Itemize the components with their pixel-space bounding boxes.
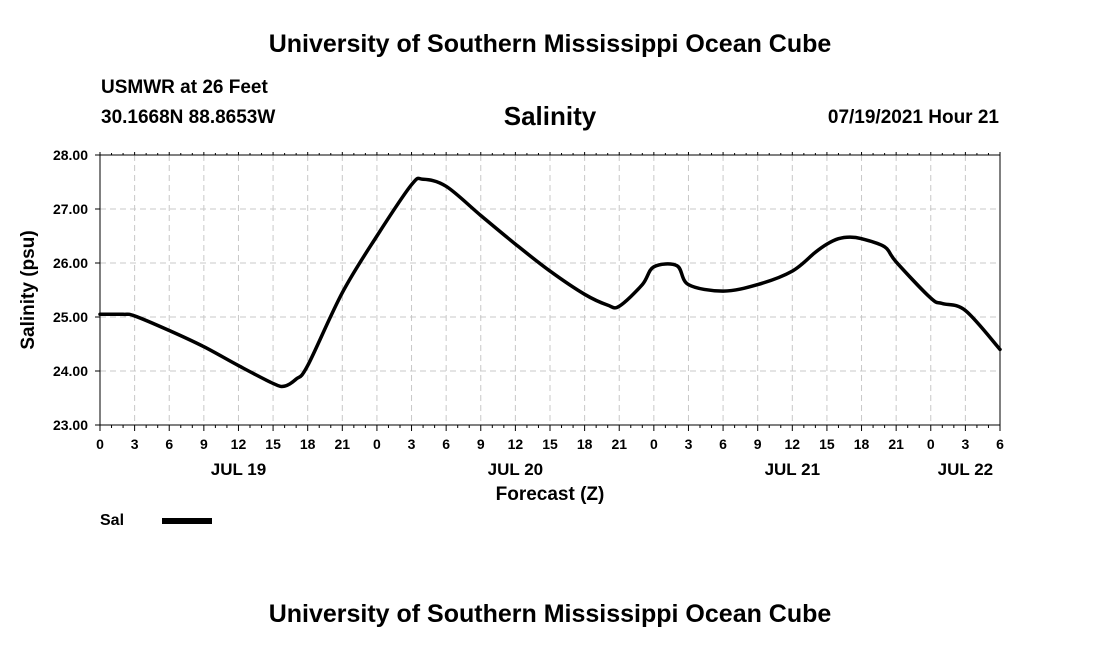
series-layer — [98, 176, 1002, 389]
x-tick-label: 9 — [477, 436, 485, 452]
day-labels: JUL 19 JUL 20 JUL 21 JUL 22 — [211, 460, 993, 479]
legend-label: Sal — [100, 512, 124, 529]
x-tick-label: 3 — [961, 436, 969, 452]
day-label: JUL 19 — [211, 460, 266, 479]
x-tick-label: 15 — [819, 436, 835, 452]
footer-title: University of Southern Mississippi Ocean… — [268, 600, 832, 628]
x-tick-labels: 0 3 6 9 12 15 18 21 0 3 6 9 12 15 18 21 0 3 6 9 12 15 18 21 0 3 6 — [96, 436, 1004, 452]
x-tick-label: 0 — [927, 436, 935, 452]
legend: Sal — [100, 512, 212, 529]
day-label: JUL 20 — [488, 460, 543, 479]
series-line-sal — [98, 176, 1002, 389]
x-tick-label: 6 — [996, 436, 1004, 452]
x-tick-label: 3 — [131, 436, 139, 452]
y-tick-label: 24.00 — [53, 363, 88, 379]
x-tick-label: 12 — [785, 436, 801, 452]
forecast-datetime: 07/19/2021 Hour 21 — [827, 107, 999, 128]
x-tick-label: 18 — [300, 436, 316, 452]
y-tick-label: 27.00 — [53, 201, 88, 217]
variable-title: Salinity — [503, 101, 597, 131]
y-axis-label: Salinity (psu) — [18, 230, 39, 349]
x-tick-label: 3 — [408, 436, 416, 452]
x-tick-label: 15 — [265, 436, 281, 452]
x-tick-label: 3 — [685, 436, 693, 452]
x-tick-label: 21 — [611, 436, 627, 452]
station-name: USMWR at 26 Feet — [101, 77, 268, 98]
x-tick-label: 9 — [754, 436, 762, 452]
x-tick-label: 0 — [650, 436, 658, 452]
day-label: JUL 22 — [938, 460, 993, 479]
x-tick-label: 6 — [719, 436, 727, 452]
x-tick-label: 12 — [508, 436, 524, 452]
y-tick-label: 28.00 — [53, 147, 88, 163]
x-tick-label: 18 — [854, 436, 870, 452]
station-coordinates: 30.1668N 88.8653W — [101, 107, 276, 128]
x-tick-label: 18 — [577, 436, 593, 452]
x-tick-label: 12 — [231, 436, 247, 452]
axis-ticks — [95, 152, 1001, 431]
x-tick-label: 21 — [335, 436, 351, 452]
y-tick-label: 26.00 — [53, 255, 88, 271]
x-tick-label: 6 — [442, 436, 450, 452]
y-tick-labels: 23.00 24.00 25.00 26.00 27.00 28.00 — [53, 147, 88, 433]
day-label: JUL 21 — [765, 460, 820, 479]
x-tick-label: 9 — [200, 436, 208, 452]
x-tick-label: 0 — [373, 436, 381, 452]
x-axis-label: Forecast (Z) — [496, 484, 605, 505]
x-tick-label: 15 — [542, 436, 558, 452]
chart-title: University of Southern Mississippi Ocean… — [268, 30, 832, 58]
x-tick-label: 0 — [96, 436, 104, 452]
y-tick-label: 25.00 — [53, 309, 88, 325]
y-tick-label: 23.00 — [53, 417, 88, 433]
chart-grid — [100, 155, 1000, 425]
x-tick-label: 6 — [165, 436, 173, 452]
x-tick-label: 21 — [888, 436, 904, 452]
